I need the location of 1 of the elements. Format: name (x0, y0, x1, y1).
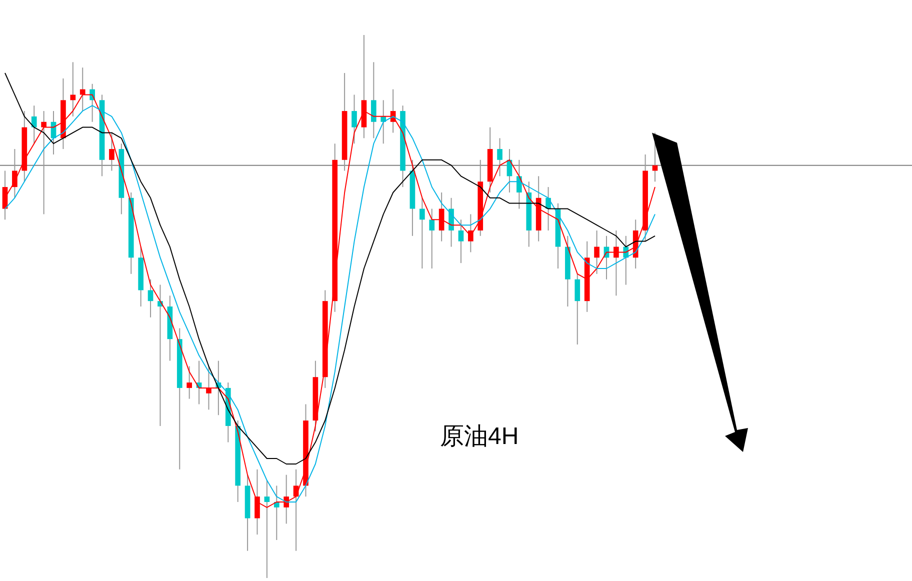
annotation: 原油4H (440, 423, 519, 450)
